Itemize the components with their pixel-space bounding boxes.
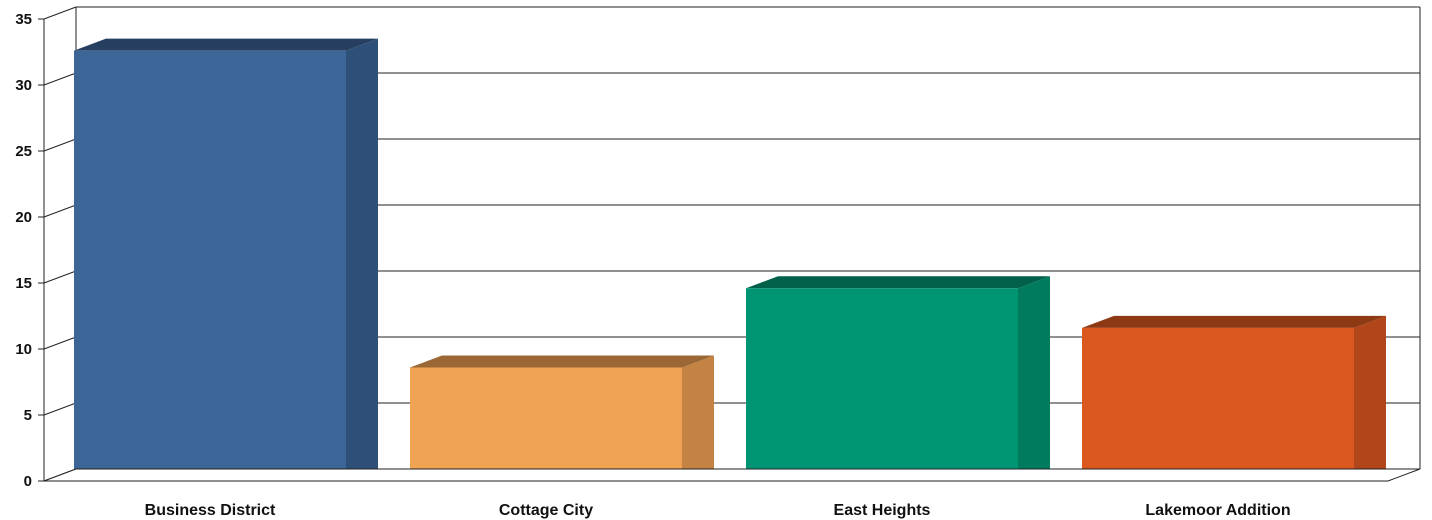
bar-top xyxy=(746,276,1050,289)
label-layer: 0 5 10 15 20 25 30 35 Business District Cottage C… xyxy=(15,11,1290,519)
bar-front xyxy=(1082,327,1354,481)
x-tick-label: Business District xyxy=(145,502,276,519)
bar-front xyxy=(410,367,682,481)
bar-side xyxy=(1354,315,1386,481)
bar-side xyxy=(682,355,714,481)
gridline-depth xyxy=(43,72,77,86)
gridline-depth xyxy=(43,204,77,218)
gridline-depth xyxy=(43,6,77,20)
bar-top xyxy=(410,355,714,368)
bar-top xyxy=(74,38,378,51)
x-tick-label: East Heights xyxy=(834,502,931,519)
bar-top xyxy=(1082,315,1386,328)
bar-layer xyxy=(74,38,1386,482)
bar-front xyxy=(74,50,346,482)
y-tick-label: 25 xyxy=(15,143,32,160)
axis-layer xyxy=(38,18,1421,482)
y-tick-label: 5 xyxy=(24,407,32,424)
gridline-depth xyxy=(43,336,77,350)
gridline-depth xyxy=(43,270,77,284)
gridline-depth xyxy=(43,138,77,152)
bar xyxy=(1082,315,1386,481)
bar xyxy=(746,276,1050,481)
bar-front xyxy=(746,288,1018,481)
floor xyxy=(43,468,1421,482)
bar xyxy=(410,355,714,481)
x-tick-label: Cottage City xyxy=(499,502,593,519)
y-tick-label: 10 xyxy=(15,341,32,358)
bar-side xyxy=(346,38,378,482)
y-tick-label: 20 xyxy=(15,209,32,226)
gridline-depth xyxy=(43,402,77,416)
y-tick-label: 30 xyxy=(15,77,32,94)
bar xyxy=(74,38,378,482)
y-tick-label: 35 xyxy=(15,11,32,28)
x-tick-label: Lakemoor Addition xyxy=(1145,502,1290,519)
y-tick-label: 0 xyxy=(24,473,32,490)
y-tick-label: 15 xyxy=(15,275,32,292)
bar-side xyxy=(1018,276,1050,481)
